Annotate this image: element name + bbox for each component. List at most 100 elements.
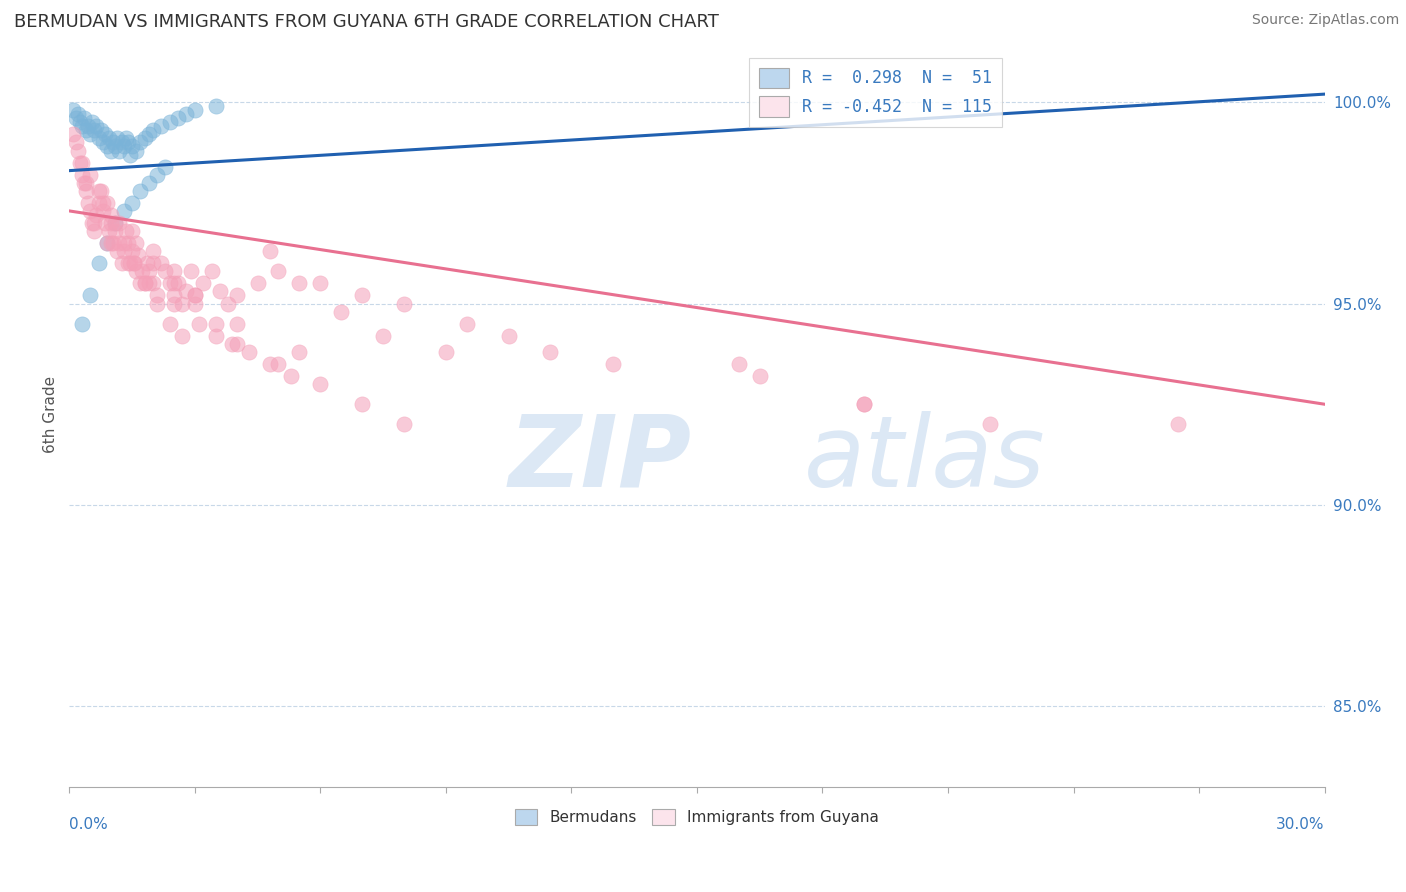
Point [853,397,876,411]
Point [122,256,145,270]
Point [146,168,169,182]
Point [142,277,165,291]
Point [118,256,141,270]
Point [184,288,207,302]
Point [259,244,281,259]
Point [108,144,131,158]
Point [108,236,131,251]
Point [90,184,112,198]
Point [434,344,457,359]
Point [134,131,156,145]
Point [82,115,104,129]
Point [117,236,139,251]
Point [602,357,624,371]
Point [167,112,190,126]
Point [96,139,118,153]
Point [188,317,211,331]
Point [176,285,198,299]
Point [352,397,374,411]
Point [91,195,114,210]
Point [86,120,108,134]
Point [129,277,152,291]
Point [142,244,165,259]
Point [129,136,152,150]
Point [79,203,101,218]
Point [66,144,89,158]
Point [225,336,247,351]
Point [73,176,96,190]
Point [150,120,173,134]
Point [101,136,124,150]
Text: 0.0%: 0.0% [69,817,108,832]
Point [163,277,186,291]
Point [267,264,290,278]
Point [79,288,101,302]
Point [155,160,177,174]
Point [184,103,207,118]
Point [86,208,108,222]
Point [127,248,149,262]
Point [330,304,353,318]
Point [727,357,749,371]
Point [70,120,93,134]
Point [75,123,97,137]
Point [104,139,127,153]
Point [142,123,165,137]
Point [87,184,110,198]
Point [73,112,96,126]
Point [121,244,143,259]
Point [138,264,160,278]
Point [184,288,207,302]
Point [121,224,143,238]
Point [100,144,122,158]
Point [112,244,135,259]
Point [77,120,100,134]
Point [371,328,394,343]
Point [94,128,117,142]
Point [77,195,100,210]
Point [172,328,194,343]
Point [91,136,114,150]
Point [96,195,118,210]
Point [184,296,207,310]
Point [101,236,124,251]
Point [65,136,87,150]
Text: BERMUDAN VS IMMIGRANTS FROM GUYANA 6TH GRADE CORRELATION CHART: BERMUDAN VS IMMIGRANTS FROM GUYANA 6TH G… [14,13,718,31]
Point [163,264,186,278]
Text: ZIP: ZIP [509,410,692,508]
Point [122,256,145,270]
Point [155,264,177,278]
Point [94,216,117,230]
Text: Source: ZipAtlas.com: Source: ZipAtlas.com [1251,13,1399,28]
Point [110,256,132,270]
Point [225,317,247,331]
Point [125,144,148,158]
Point [70,317,93,331]
Point [79,168,101,182]
Point [142,256,165,270]
Point [498,328,520,343]
Point [180,264,202,278]
Point [134,277,156,291]
Point [87,131,110,145]
Point [87,256,110,270]
Point [110,136,132,150]
Point [246,277,269,291]
Point [121,195,143,210]
Point [75,176,97,190]
Point [100,236,122,251]
Point [280,369,302,384]
Point [146,296,169,310]
Text: 30.0%: 30.0% [1277,817,1324,832]
Point [96,236,118,251]
Point [98,131,121,145]
Point [62,128,84,142]
Point [208,285,231,299]
Point [288,277,311,291]
Point [204,99,226,113]
Point [100,208,122,222]
Point [134,277,156,291]
Point [91,203,114,218]
Point [98,224,121,238]
Point [104,216,127,230]
